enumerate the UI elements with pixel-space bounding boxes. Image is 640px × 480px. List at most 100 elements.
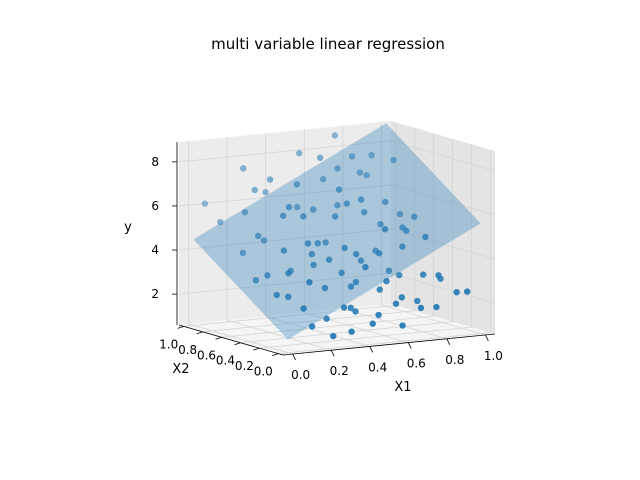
data-point [375, 311, 382, 319]
axis-panes [179, 121, 495, 355]
data-point [347, 283, 355, 290]
data-point [352, 278, 360, 286]
data-point [352, 250, 360, 258]
data-point [322, 239, 329, 246]
y-tick-mark [234, 342, 241, 346]
grid-line-y-1 [259, 144, 472, 349]
data-point [304, 240, 312, 247]
data-point [335, 186, 343, 193]
x-tick-label: 0.4 [368, 360, 387, 374]
data-point [293, 203, 301, 211]
data-point [252, 276, 260, 284]
data-point [419, 271, 427, 278]
x-tick-label: 0.6 [407, 357, 426, 371]
data-point [338, 269, 345, 277]
data-point [309, 206, 317, 213]
data-point [362, 263, 369, 271]
z-axis-label: y [124, 220, 132, 235]
y-tick-label: 0.2 [235, 359, 254, 373]
data-point [422, 233, 429, 241]
x-axis-line [282, 333, 496, 356]
x-tick-mark [485, 334, 489, 342]
x-tick-mark [292, 353, 296, 361]
data-point [330, 332, 337, 340]
data-point [217, 218, 224, 226]
data-point [368, 152, 375, 159]
data-point [433, 303, 440, 311]
chart-title: multi variable linear regression [211, 35, 445, 53]
data-point [295, 150, 303, 157]
x-tick-mark [330, 350, 335, 357]
data-point [308, 250, 316, 258]
data-point [308, 323, 316, 330]
y-tick-label: 0.0 [254, 365, 273, 379]
data-point [285, 270, 292, 277]
data-point [399, 243, 406, 250]
grid-lines [178, 121, 496, 355]
data-point [347, 304, 355, 312]
x-tick-label: 0.0 [291, 368, 310, 382]
data-point [266, 176, 274, 183]
regression-plane-group [193, 123, 481, 340]
data-point [279, 212, 287, 219]
data-point [310, 261, 317, 269]
data-point [381, 225, 389, 233]
grid-line-x-3 [303, 129, 409, 343]
grid-line-z-1 [178, 228, 496, 260]
data-point [334, 165, 341, 172]
x-tick-mark [446, 338, 451, 345]
data-point [201, 200, 209, 207]
data-point [411, 213, 418, 220]
data-point [262, 189, 269, 196]
data-point [321, 284, 329, 292]
y-tick-label: 0.6 [197, 348, 216, 362]
data-point [280, 247, 288, 254]
data-point [255, 232, 262, 240]
data-point [363, 172, 370, 179]
data-point [240, 165, 247, 172]
data-point [357, 257, 365, 264]
data-point [316, 154, 324, 161]
data-point [300, 213, 307, 220]
data-point [323, 315, 330, 322]
grid-line-y-0 [278, 149, 491, 355]
grid-line-x-0 [188, 141, 293, 355]
data-point [383, 277, 390, 285]
y-tick-label: 1.0 [159, 337, 178, 351]
data-point [398, 294, 406, 301]
y-tick-mark [215, 336, 222, 340]
y-tick-label: 0.4 [216, 354, 235, 368]
data-point [325, 256, 333, 263]
data-point [314, 240, 321, 247]
data-point [417, 304, 425, 312]
data-point [260, 237, 268, 244]
data-point [285, 203, 293, 211]
data-point [390, 156, 397, 164]
data-point [251, 186, 258, 194]
data-point [414, 297, 421, 305]
grid-line-z-3 [178, 140, 496, 172]
x-tick-label: 1.0 [484, 349, 503, 363]
data-point [385, 267, 393, 274]
data-point [348, 153, 356, 160]
floor-pane [179, 304, 495, 355]
data-points [201, 132, 471, 340]
grid-line-x-5 [380, 121, 486, 336]
data-point [306, 279, 313, 286]
y-axis-line [178, 324, 284, 356]
back-pane [179, 121, 391, 325]
data-point [361, 208, 368, 216]
y-tick-mark [253, 347, 260, 351]
x-tick-mark [369, 346, 374, 353]
data-point [399, 322, 406, 329]
data-point [293, 181, 301, 188]
data-point [273, 291, 280, 299]
data-point [403, 227, 410, 234]
data-point [395, 271, 403, 279]
data-point [285, 293, 292, 301]
data-point [343, 200, 351, 207]
z-tick-label: 8 [151, 155, 159, 169]
data-point [396, 210, 404, 218]
